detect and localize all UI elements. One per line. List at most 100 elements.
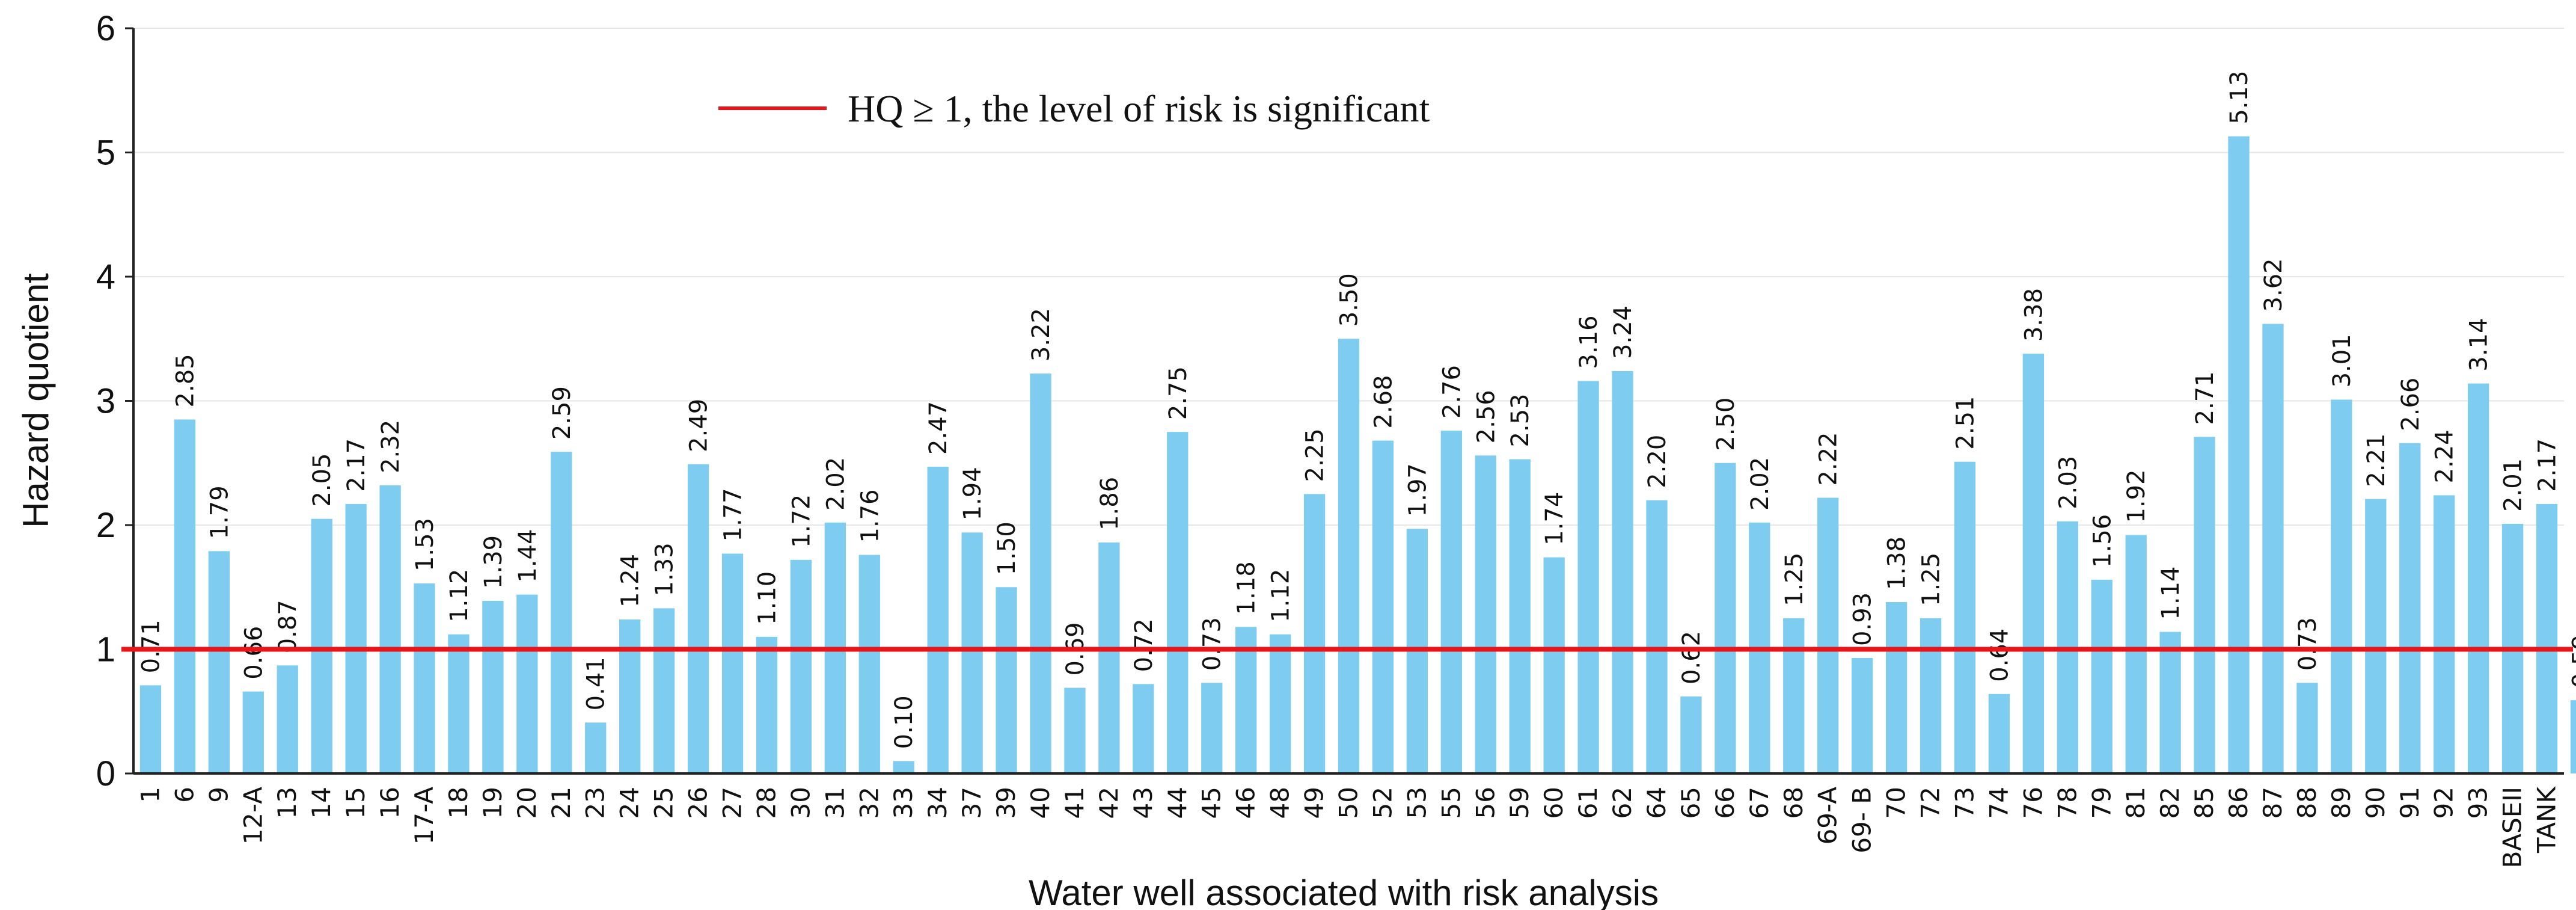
x-tick-label: 93 [2464,787,2493,819]
bar [1852,657,1873,773]
bar [1646,500,1668,773]
x-tick-label: 60 [1539,787,1568,819]
data-labels: 0.712.851.790.66 0.872.05 2.17 2.321.531.12… [137,71,2576,749]
data-label: 2.20 [1644,435,1671,488]
bar [1338,339,1360,773]
data-label: 1.92 [2123,469,2150,523]
data-label: 2.17 [2534,438,2562,492]
bar [2194,437,2215,773]
bar [277,665,298,773]
data-label: 1.94 [959,467,987,520]
data-label: 2.71 [2191,371,2219,425]
data-label: 2.01 [2500,458,2527,512]
bar [448,634,470,773]
x-tick-label: 9 [204,787,233,803]
bar [242,691,264,773]
data-label: 2.32 [377,420,405,473]
data-label: 0.10 [890,695,918,749]
data-label: 2.21 [2363,434,2390,487]
data-label: 0.59 [2568,635,2576,688]
x-tick-label: 53 [1402,787,1431,819]
data-label: 1.56 [2088,514,2116,568]
bar [2536,503,2558,773]
data-label: 0.66 [240,626,268,680]
x-tick-label: 17-A [409,787,439,845]
bar [1783,618,1805,773]
data-label: 0.72 [1130,618,1158,672]
bar [1954,461,1976,773]
x-tick-label: 79 [2087,787,2116,819]
bar [2467,383,2489,773]
x-tick-label: 59 [1505,787,1534,819]
data-label: 2.56 [1472,390,1500,443]
data-label: 2.17 [343,438,370,492]
bar [790,559,812,773]
data-label: 2.75 [1164,366,1192,420]
data-label: 1.74 [1541,492,1568,546]
bar [961,532,983,773]
x-tick-label: 45 [1197,787,1226,819]
x-tick-label: 89 [2327,787,2356,819]
x-tick-label: 72 [1916,787,1945,819]
x-tick-label: 34 [923,787,952,819]
x-tick-label: 48 [1265,787,1295,819]
data-label: 0.41 [583,657,610,710]
data-label: 2.02 [1746,457,1774,511]
x-tick-label: 14 [307,787,336,819]
x-tick-label: 25 [649,787,679,819]
data-label: 1.38 [1883,536,1911,590]
bar [2091,579,2113,773]
bar [516,594,538,773]
bar [2125,535,2147,773]
data-label: 1.86 [1096,477,1124,530]
data-label: 3.50 [1336,273,1363,327]
bar [1372,440,1394,773]
data-label: 0.71 [137,619,165,673]
data-label: 2.47 [925,401,952,455]
x-tick-label: 43 [1128,787,1158,819]
data-label: 2.02 [822,457,849,511]
bar [1612,370,1633,773]
bar [893,761,914,773]
bar [1920,618,1942,773]
x-tick-label: 37 [957,787,987,819]
data-label: 2.51 [1951,396,1979,450]
data-label: 0.62 [1678,631,1706,684]
data-label: 2.49 [685,399,713,452]
x-tick-label: 23 [581,787,610,819]
x-tick-label: 67 [1745,787,1774,819]
data-label: 2.50 [1712,398,1740,451]
x-tick-label: 26 [684,787,713,819]
x-tick-label: 16 [375,787,405,819]
x-tick-label: 49 [1300,787,1329,819]
data-label: 1.25 [1918,553,1945,606]
bar [208,551,230,773]
bar [1885,602,1908,773]
data-label: 1.25 [1781,553,1808,606]
bar [1064,687,1086,773]
data-label: 1.76 [856,489,884,543]
data-label: 5.13 [2226,71,2253,125]
data-label: 2.66 [2397,378,2425,431]
x-tick-label: 42 [1094,787,1124,819]
data-label: 3.14 [2465,318,2493,372]
legend: HQ ≥ 1, the level of risk is significant [718,87,1430,130]
x-tick-label: 6 [170,787,199,803]
x-tick-label: 12-A [238,787,268,845]
bar [721,553,744,773]
bar [2365,499,2387,773]
x-tick-label: 88 [2292,787,2322,819]
data-label: 1.77 [720,488,747,541]
bar [2159,632,2181,773]
data-label: 1.24 [617,554,644,607]
x-tick-label: 21 [546,787,576,819]
bar [1440,431,1462,773]
data-label: 0.87 [274,600,302,653]
bar [1680,696,1702,773]
bar [1098,542,1120,773]
x-tick-label: 92 [2429,787,2459,819]
x-tick-label: 74 [1984,787,2013,819]
x-tick-label: 61 [1573,787,1603,819]
data-label: 1.72 [788,494,815,548]
data-label: 1.18 [1233,561,1261,615]
